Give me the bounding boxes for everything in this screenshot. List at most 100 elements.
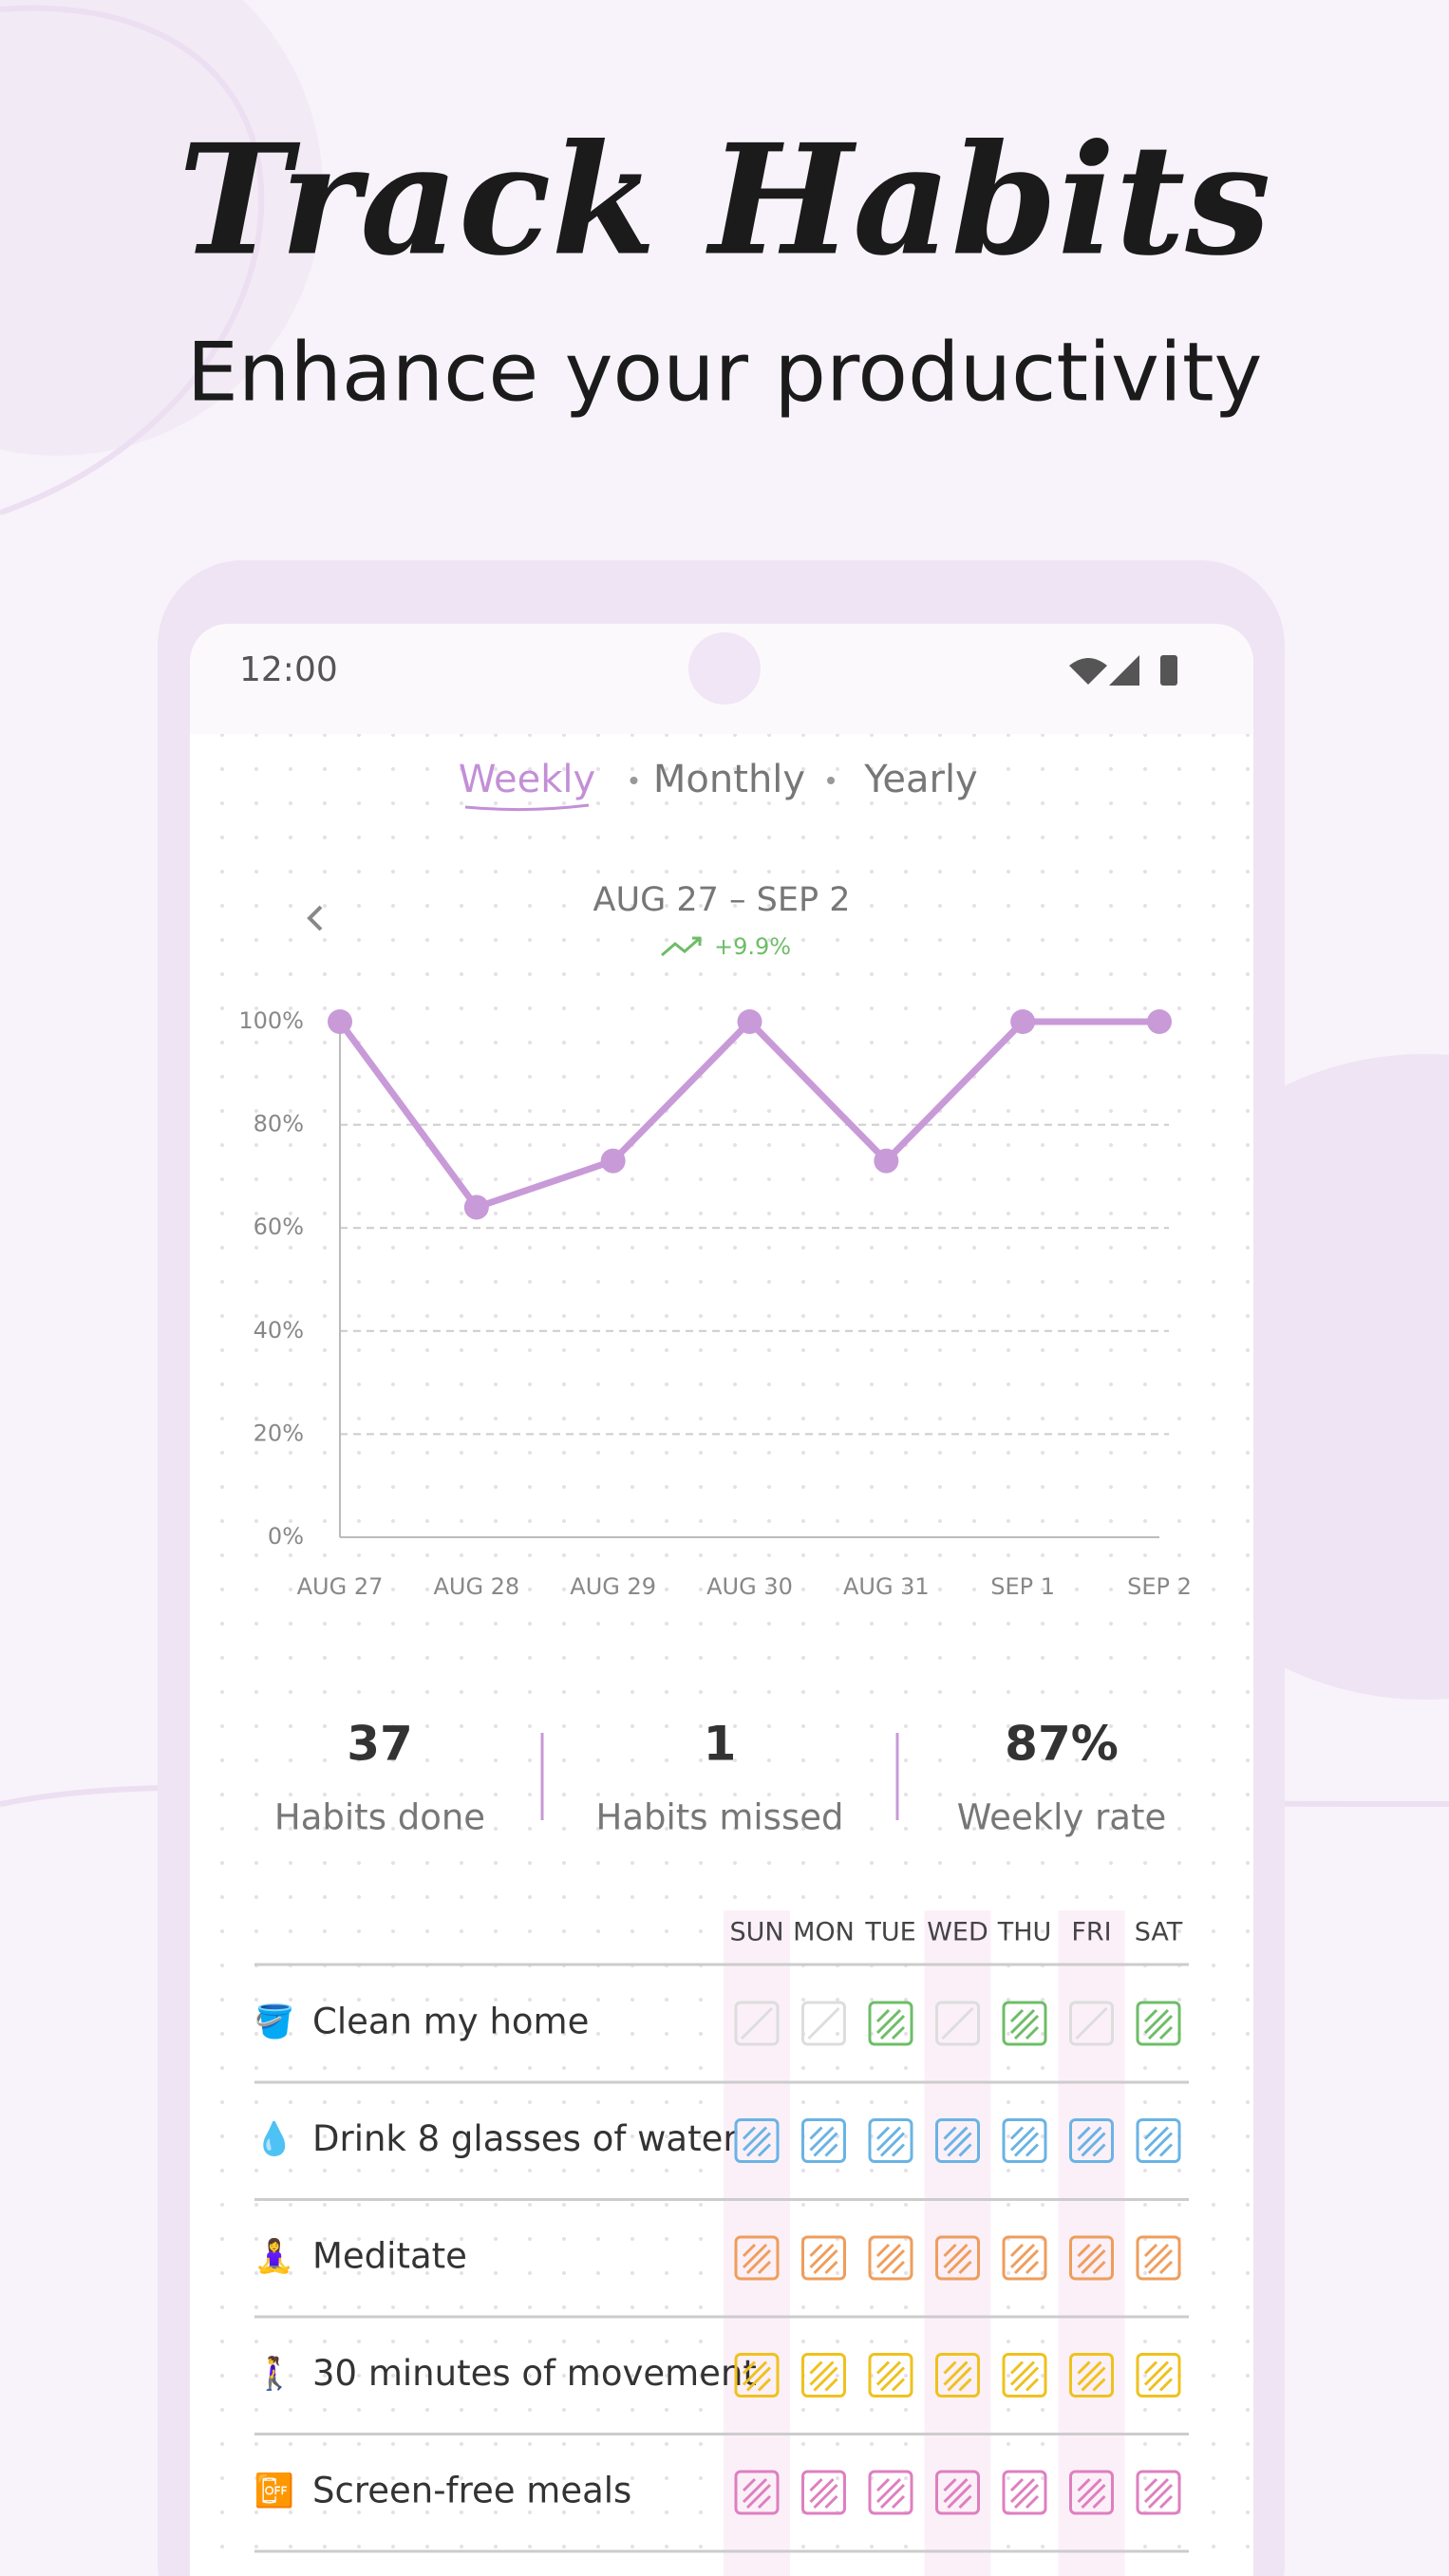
point <box>1010 1009 1036 1034</box>
box-scribble <box>1009 2008 1040 2040</box>
box-outline <box>801 2235 846 2281</box>
box-outline <box>1069 2353 1114 2397</box>
point <box>463 1194 489 1220</box>
check-box <box>1069 2118 1114 2163</box>
box-outline <box>734 2235 780 2281</box>
box-scribble <box>875 2243 906 2275</box>
box-scribble <box>1077 2243 1106 2275</box>
check-box <box>734 2470 780 2515</box>
habit-name: 30 minutes of movement <box>312 2353 757 2394</box>
box-scribble <box>742 2360 772 2392</box>
box-outline <box>1069 2118 1114 2163</box>
check-box <box>868 2470 913 2515</box>
back-arrow[interactable] <box>307 905 323 931</box>
box-slash <box>807 2006 840 2040</box>
point <box>328 1009 352 1034</box>
box-scribble <box>1009 2126 1040 2157</box>
chart-title: AUG 27 – SEP 2 <box>593 881 851 919</box>
box-outline <box>1136 2001 1181 2046</box>
tab[interactable]: Monthly <box>653 758 805 801</box>
box-outline <box>868 2118 913 2163</box>
box-slash <box>1075 2006 1108 2040</box>
box-outline <box>868 2001 913 2046</box>
stat-label: Habits missed <box>596 1797 844 1838</box>
box-scribble <box>875 2126 906 2157</box>
check-box <box>868 2001 913 2046</box>
box-outline <box>1002 2235 1047 2281</box>
stat-value: 87% <box>1005 1717 1119 1772</box>
tab-underline <box>464 803 590 812</box>
check-box <box>1002 2470 1047 2515</box>
box-scribble <box>943 2126 972 2157</box>
tab-separator <box>827 777 835 784</box>
stat-label: Weekly rate <box>957 1797 1166 1838</box>
column-highlight <box>724 1910 790 2576</box>
box-scribble <box>1009 2477 1040 2510</box>
check-box <box>935 2470 980 2515</box>
check-box <box>1002 2353 1047 2397</box>
point <box>1147 1009 1172 1034</box>
x-tick-label: SEP 1 <box>990 1573 1055 1600</box>
check-box <box>868 2353 913 2397</box>
box-outline <box>1002 2001 1047 2046</box>
box-outline <box>868 2353 913 2397</box>
box-scribble <box>943 2360 972 2392</box>
y-tick-label: 20% <box>254 1420 304 1446</box>
check-box <box>1069 2353 1114 2397</box>
tab[interactable]: Yearly <box>863 758 977 801</box>
check-box <box>801 2001 846 2046</box>
box-scribble <box>1143 2008 1174 2040</box>
day-label: TUE <box>864 1918 915 1947</box>
box-scribble <box>1077 2360 1106 2392</box>
check-box <box>935 2118 980 2163</box>
box-outline <box>935 2353 980 2397</box>
box-slash <box>941 2006 974 2040</box>
signal-icon <box>1109 655 1139 686</box>
column-highlight <box>1058 1910 1125 2576</box>
y-tick-label: 0% <box>268 1523 304 1550</box>
habit-emoji: 💧 <box>254 2120 294 2158</box>
bg-curve <box>0 5 265 516</box>
x-tick-label: AUG 27 <box>297 1573 384 1600</box>
box-outline <box>1069 2470 1114 2515</box>
x-tick-label: AUG 31 <box>843 1573 930 1600</box>
day-label: FRI <box>1071 1918 1111 1947</box>
box-outline <box>1002 2470 1047 2515</box>
box-outline <box>734 2001 780 2046</box>
check-box <box>1136 2118 1181 2163</box>
tab-separator <box>630 777 638 784</box>
change-annotation: +9.9% <box>714 933 791 960</box>
box-outline <box>801 2353 846 2397</box>
tab[interactable]: Weekly <box>459 758 595 801</box>
box-scribble <box>1143 2360 1174 2392</box>
stat-value: 37 <box>347 1717 413 1772</box>
box-scribble <box>1009 2243 1040 2275</box>
check-box <box>935 2001 980 2046</box>
box-scribble <box>809 2243 838 2275</box>
y-tick-label: 40% <box>254 1317 304 1344</box>
x-tick-label: AUG 28 <box>433 1573 519 1600</box>
box-scribble <box>809 2477 838 2510</box>
check-box <box>868 2235 913 2281</box>
habit-name: Screen-free meals <box>312 2471 631 2511</box>
y-tick-label: 80% <box>254 1111 304 1138</box>
box-outline <box>801 2118 846 2163</box>
box-scribble <box>809 2360 838 2392</box>
habit-name: Drink 8 glasses of water <box>312 2118 738 2159</box>
box-outline <box>734 2470 780 2515</box>
box-scribble <box>875 2360 906 2392</box>
check-box <box>734 2118 780 2163</box>
box-scribble <box>1077 2477 1106 2510</box>
check-box <box>734 2353 780 2397</box>
box-outline <box>734 2118 780 2163</box>
check-box <box>1002 2235 1047 2281</box>
check-box <box>801 2118 846 2163</box>
check-box <box>1136 2470 1181 2515</box>
box-outline <box>935 2470 980 2515</box>
box-scribble <box>1143 2477 1174 2510</box>
box-scribble <box>943 2243 972 2275</box>
stat-value: 1 <box>704 1717 737 1772</box>
title: Track Habits <box>179 111 1271 290</box>
check-box <box>734 2235 780 2281</box>
